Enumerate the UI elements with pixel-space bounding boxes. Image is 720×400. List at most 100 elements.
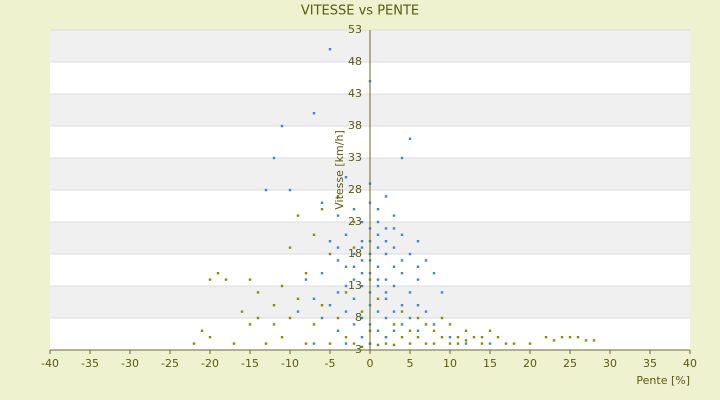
- point: [376, 246, 380, 249]
- point: [448, 323, 452, 326]
- point: [392, 323, 396, 326]
- point: [472, 336, 476, 339]
- point: [496, 336, 500, 339]
- point: [440, 291, 444, 294]
- point: [424, 259, 428, 262]
- point: [408, 342, 412, 345]
- point: [344, 342, 348, 345]
- point: [392, 246, 396, 249]
- y-tick-label: 43: [348, 87, 362, 100]
- point: [192, 342, 196, 345]
- point: [288, 316, 292, 320]
- point: [320, 272, 324, 275]
- point: [400, 336, 404, 339]
- point: [264, 342, 268, 345]
- point: [272, 323, 276, 326]
- x-tick-label: 30: [603, 357, 617, 370]
- x-tick-label: 20: [523, 357, 537, 370]
- y-tick-label: 33: [348, 151, 362, 164]
- point: [352, 252, 356, 256]
- point: [424, 323, 428, 326]
- x-tick-label: 35: [643, 357, 657, 370]
- x-tick-label: -40: [41, 357, 59, 370]
- point: [360, 284, 364, 288]
- point: [320, 304, 324, 307]
- point: [376, 343, 380, 347]
- point: [456, 336, 460, 339]
- point: [280, 284, 284, 288]
- point: [328, 48, 332, 51]
- y-tick-label: 23: [348, 215, 362, 228]
- x-tick-label: -5: [325, 357, 336, 370]
- point: [336, 291, 340, 294]
- point: [552, 339, 556, 342]
- point: [256, 316, 260, 320]
- point: [344, 284, 348, 288]
- point: [448, 342, 452, 345]
- point: [256, 291, 260, 294]
- y-tick-label: 28: [348, 183, 362, 196]
- point: [296, 214, 300, 217]
- point: [224, 278, 228, 281]
- y-axis-label: Vitesse [km/h]: [333, 130, 346, 210]
- x-tick-label: -25: [161, 357, 179, 370]
- point: [416, 336, 420, 339]
- y-tick-label: 53: [348, 23, 362, 36]
- point: [376, 220, 380, 224]
- point: [376, 329, 380, 332]
- point: [336, 195, 340, 198]
- point: [296, 297, 300, 300]
- point: [584, 339, 588, 342]
- x-tick-label: 15: [483, 357, 497, 370]
- point: [400, 323, 404, 326]
- point: [264, 188, 268, 192]
- point: [416, 304, 420, 307]
- point: [336, 329, 340, 332]
- point: [392, 214, 396, 217]
- x-tick-label: 0: [367, 357, 374, 370]
- point: [480, 342, 484, 345]
- x-tick-label: 10: [443, 357, 457, 370]
- point: [272, 304, 276, 307]
- point: [304, 272, 308, 275]
- point: [392, 284, 396, 288]
- point: [312, 323, 316, 326]
- point: [248, 323, 252, 326]
- point: [592, 339, 596, 342]
- point: [312, 342, 316, 345]
- point: [344, 176, 348, 179]
- point: [456, 342, 460, 345]
- point: [352, 323, 356, 326]
- point: [400, 304, 404, 307]
- point: [512, 342, 516, 345]
- point: [400, 310, 404, 313]
- point: [312, 233, 316, 236]
- point: [336, 214, 340, 217]
- point: [384, 342, 388, 345]
- point: [328, 304, 332, 307]
- x-tick-label: 40: [683, 357, 697, 370]
- point: [232, 342, 236, 345]
- point: [352, 246, 356, 249]
- point: [208, 336, 212, 339]
- point: [352, 278, 356, 281]
- point: [328, 240, 332, 243]
- point: [384, 316, 388, 320]
- point: [400, 272, 404, 275]
- y-tick-label: 8: [355, 311, 362, 324]
- point: [240, 310, 244, 313]
- point: [488, 329, 492, 332]
- point: [288, 188, 292, 192]
- y-tick-label: 48: [348, 55, 362, 68]
- point: [360, 336, 364, 339]
- point: [360, 246, 364, 249]
- point: [384, 291, 388, 294]
- point: [360, 345, 364, 348]
- point: [360, 310, 364, 313]
- point: [464, 329, 468, 332]
- point: [440, 316, 444, 320]
- point: [344, 291, 348, 294]
- point: [440, 336, 444, 339]
- point: [320, 316, 324, 320]
- point: [336, 246, 340, 249]
